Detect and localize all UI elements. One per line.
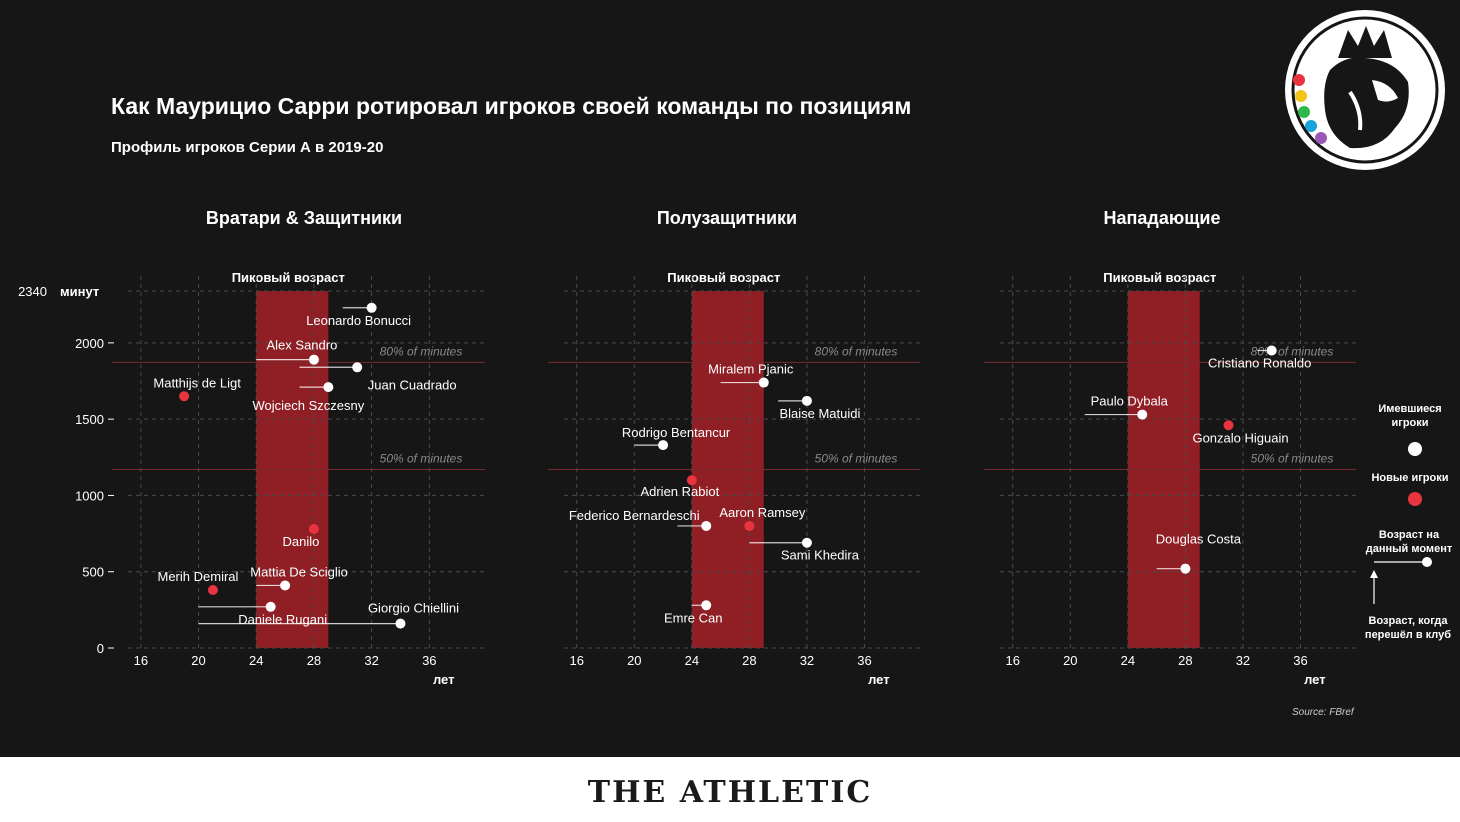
x-tick-label: 28 — [742, 653, 756, 668]
existing-player-point — [366, 302, 377, 313]
existing-player-point — [1137, 409, 1148, 420]
x-tick-label: 16 — [134, 653, 148, 668]
peak-age-label: Пиковый возраст — [667, 270, 780, 285]
player-label: Federico Bernardeschi — [569, 508, 700, 523]
reference-line-label: 50% of minutes — [815, 452, 898, 466]
player-label: Aaron Ramsey — [719, 505, 805, 520]
chart-subtitle: Профиль игроков Серии А в 2019-20 — [111, 139, 384, 156]
x-tick-label: 24 — [1121, 653, 1135, 668]
legend-current-age-point — [1422, 557, 1432, 567]
existing-player-point — [801, 537, 812, 548]
existing-player-point — [1180, 563, 1191, 574]
existing-player-point — [801, 395, 812, 406]
chart-canvas: Как Маурицио Сарри ротировал игроков сво… — [0, 0, 1460, 757]
existing-player-point — [701, 600, 712, 611]
legend-new-label: Новые игроки — [1371, 472, 1449, 484]
legend-current-age-label: Возраст на данный момент — [1365, 529, 1453, 555]
x-tick-label: 32 — [364, 653, 378, 668]
x-axis-unit: лет — [868, 672, 890, 687]
x-tick-label: 32 — [1236, 653, 1250, 668]
player-label: Mattia De Sciglio — [250, 564, 348, 579]
reference-line-label: 80% of minutes — [815, 344, 898, 358]
x-tick-label: 16 — [570, 653, 584, 668]
player-label: Alex Sandro — [267, 338, 338, 353]
brand-wordmark: THE ATHLETIC — [587, 775, 873, 810]
x-tick-label: 36 — [1293, 653, 1307, 668]
charts-svg: Вратари & Защитники Пиковый возраст 16 20 24… — [18, 208, 1432, 687]
player-label: Cristiano Ronaldo — [1208, 356, 1311, 371]
legend-arrow-head — [1370, 570, 1378, 578]
x-tick-label: 32 — [800, 653, 814, 668]
x-tick-label: 24 — [685, 653, 699, 668]
player-label: Blaise Matuidi — [779, 406, 860, 421]
new-player-point — [179, 391, 190, 402]
x-tick-label: 28 — [1178, 653, 1192, 668]
player-label: Gonzalo Higuain — [1192, 430, 1288, 445]
player-label: Douglas Costa — [1156, 532, 1242, 547]
x-tick-label: 36 — [857, 653, 871, 668]
legend-new-point — [1408, 492, 1422, 506]
footer: THE ATHLETIC — [0, 757, 1460, 822]
existing-player-point — [701, 520, 712, 531]
player-label: Juan Cuadrado — [368, 377, 457, 392]
legend-existing-label: Имевшиеся игроки — [1378, 403, 1442, 429]
new-player-point — [1223, 420, 1234, 431]
new-player-point — [207, 585, 218, 596]
legend-join-age-label: Возраст, когда перешёл в клуб — [1364, 615, 1452, 641]
y-max-label: 2340 — [18, 284, 47, 299]
y-tick-label: 0 — [97, 641, 104, 656]
reference-line-label: 50% of minutes — [380, 452, 463, 466]
x-tick-label: 24 — [249, 653, 263, 668]
player-label: Giorgio Chiellini — [368, 601, 459, 616]
player-label: Leonardo Bonucci — [306, 313, 411, 328]
x-tick-label: 28 — [307, 653, 321, 668]
x-tick-label: 36 — [422, 653, 436, 668]
player-label: Wojciech Szczesny — [252, 398, 364, 413]
player-label: Paulo Dybala — [1091, 394, 1169, 409]
new-player-point — [308, 524, 319, 534]
reference-line-label: 80% of minutes — [380, 344, 463, 358]
y-tick-label: 1500 — [75, 412, 104, 427]
y-tick-label: 1000 — [75, 488, 104, 503]
player-label: Daniele Rugani — [238, 612, 327, 627]
new-player-point — [686, 475, 697, 486]
x-axis-unit: лет — [1304, 672, 1326, 687]
existing-player-point — [265, 601, 276, 612]
player-label: Merih Demiral — [158, 569, 239, 584]
existing-player-point — [308, 354, 319, 365]
player-label: Miralem Pjanic — [708, 362, 794, 377]
x-axis-unit: лет — [433, 672, 455, 687]
y-axis-unit: минут — [60, 284, 99, 299]
x-tick-label: 20 — [1063, 653, 1077, 668]
peak-age-label: Пиковый возраст — [232, 270, 345, 285]
panel-title: Вратари & Защитники — [206, 208, 402, 228]
player-label: Emre Can — [664, 610, 723, 625]
y-tick-label: 2000 — [75, 336, 104, 351]
legend-existing-point — [1408, 442, 1422, 456]
x-tick-label: 20 — [191, 653, 205, 668]
x-tick-label: 20 — [627, 653, 641, 668]
source-note: Source: FBref — [1292, 707, 1354, 718]
reference-line-label: 50% of minutes — [1251, 452, 1334, 466]
new-player-point — [744, 520, 755, 531]
player-label: Adrien Rabiot — [640, 484, 719, 499]
chart-title: Как Маурицио Сарри ротировал игроков сво… — [111, 93, 912, 119]
player-label: Matthijs de Ligt — [153, 375, 241, 390]
existing-player-point — [395, 618, 406, 629]
existing-player-point — [352, 362, 363, 373]
player-label: Rodrigo Bentancur — [622, 425, 731, 440]
panel-title: Полузащитники — [657, 208, 797, 228]
x-tick-label: 16 — [1006, 653, 1020, 668]
existing-player-point — [323, 382, 334, 393]
panel-title: Нападающие — [1104, 208, 1221, 228]
existing-player-point — [280, 580, 291, 591]
player-label: Danilo — [282, 534, 319, 549]
existing-player-point — [658, 440, 669, 451]
existing-player-point — [758, 377, 769, 388]
existing-player-point — [1266, 345, 1277, 356]
player-label: Sami Khedira — [781, 548, 860, 563]
peak-age-label: Пиковый возраст — [1103, 270, 1216, 285]
y-tick-label: 500 — [82, 565, 104, 580]
